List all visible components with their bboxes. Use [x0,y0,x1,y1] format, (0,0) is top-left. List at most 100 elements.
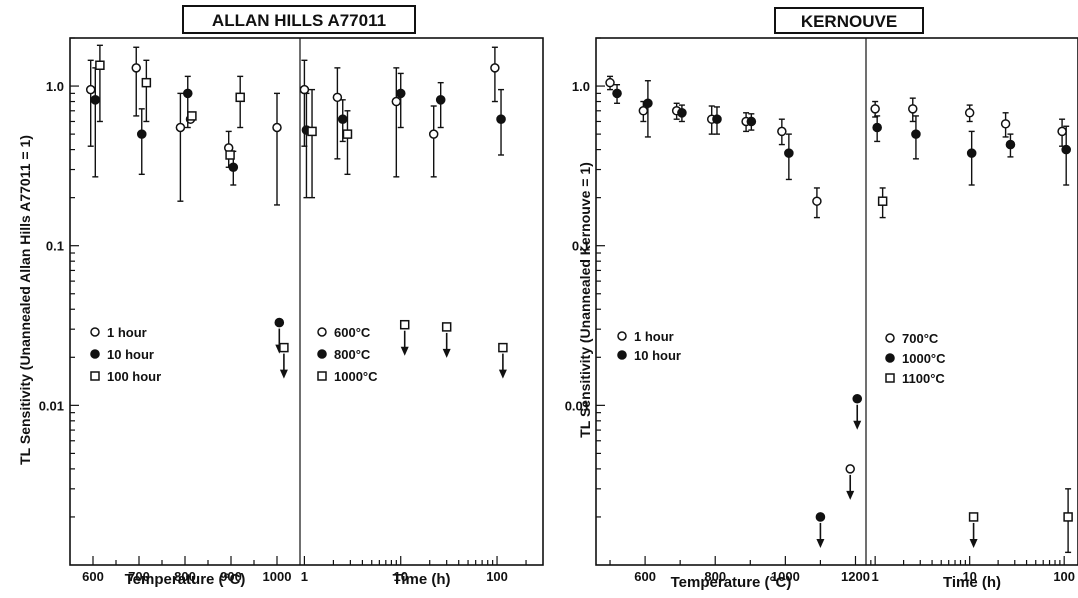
chart-allan-hills-a77011: ALLAN HILLS A77011 TL Sensitivity (Unanne… [17,5,544,588]
legend-label: 10 hour [634,348,681,363]
panel-time-h: 1 10 100 Time (h) 600°C 800°C 1000°C [299,46,527,588]
y-tick-label: 1.0 [572,79,590,94]
series-100-hour [95,44,289,379]
data-point [95,60,105,71]
data-point [968,512,979,522]
chart-title-box [182,5,416,34]
y-axis-label: TL Sensitivity (Unannealed Kernouve = 1) [577,162,593,438]
data-point [1057,126,1067,137]
data-point [870,104,880,114]
legend-marker [617,331,627,341]
series-700-c [870,97,1067,147]
data-point [1061,144,1071,155]
data-point [605,77,615,88]
data-point [1000,119,1011,129]
x-tick-label: 1 [301,569,308,584]
data-point [399,319,410,330]
series-1100-c [877,187,1073,554]
chart-title-box [774,7,924,34]
legend-label: 1000°C [902,351,946,366]
series-800-c [301,72,506,199]
data-point [643,98,653,109]
x-tick-label: 1 [872,569,879,584]
data-point [337,114,348,125]
legend-marker [317,371,327,381]
series-1000-c [872,115,1071,186]
data-point [872,122,882,133]
legend-marker [90,371,100,381]
data-point [612,88,622,99]
legend-label: 1000°C [334,369,378,384]
data-point [136,129,147,139]
data-point [90,95,101,105]
legend-marker [317,327,327,337]
data-point [342,129,353,139]
y-tick-label: 0.01 [39,398,64,413]
x-axis-label: Temperature (°C) [125,571,246,588]
y-tick-label: 0.01 [565,398,590,413]
legend: 600°C 800°C 1000°C [317,325,378,384]
data-point [746,116,757,127]
plot-frame [69,37,544,566]
x-tick-label: 100 [1053,569,1075,584]
data-point [131,63,141,73]
legend-label: 700°C [902,331,939,346]
chart-title: KERNOUVE [801,12,897,31]
legend-label: 1100°C [902,371,945,386]
y-axis-label: TL Sensitivity (Unannealed Allan Hills A… [17,135,33,465]
series-1-hour [85,46,282,206]
data-point [852,393,863,404]
series-600-c [299,46,500,178]
legend-marker [885,353,895,363]
x-tick-label: 10 [393,569,407,584]
data-point [235,92,245,103]
upper-limit-arrowhead [853,420,862,430]
panel-time-h: 1 10 100 Time (h) 700°C 1000°C 1100°C [870,97,1075,591]
series-10-hour [90,67,285,354]
series-1-hour [605,75,855,500]
data-point [1005,139,1016,150]
upper-limit-arrowhead [846,490,855,500]
legend-marker [90,349,100,359]
x-tick-label: 900 [220,569,242,584]
x-tick-label: 100 [486,569,508,584]
legend-label: 800°C [334,347,371,362]
x-tick-label: 10 [962,569,976,584]
data-point [911,129,921,139]
data-point [225,150,235,160]
x-tick-label: 1200 [841,569,870,584]
x-axis-label: Time (h) [392,571,450,588]
data-point [435,95,446,105]
y-tick-label: 0.1 [46,239,64,254]
data-point [332,92,343,103]
upper-limit-arrowhead [400,346,409,356]
upper-limit-arrowhead [969,538,978,548]
x-tick-label: 600 [82,569,104,584]
data-point [812,196,822,206]
data-point [845,464,855,474]
chart-kernouve: KERNOUVE TL Sensitivity (Unannealed Kerno… [565,7,1078,591]
series-10-hour [612,80,863,548]
chart-title: ALLAN HILLS A77011 [212,11,386,30]
data-point [187,111,197,121]
data-point [307,126,317,137]
data-point [815,512,826,522]
legend: 1 hour 10 hour [617,329,681,363]
legend-label: 10 hour [107,347,154,362]
data-point [391,96,402,107]
panel-temperature-c: 600 800 1000 1200 Temperature (°C) 1 hour 10 h… [605,75,870,591]
data-point [85,84,96,95]
x-tick-label: 1000 [771,569,800,584]
data-point [677,107,687,118]
upper-limit-arrowhead [279,369,288,379]
legend-marker [885,373,895,383]
x-tick-label: 600 [634,569,656,584]
panel-temperature-c: 600 700 800 900 1000 Temperature (°C) 1 hour 10… [82,44,291,588]
y-tick-label: 1.0 [46,79,64,94]
data-point [272,122,282,133]
data-point [299,84,310,95]
series-1000-c [307,88,508,379]
legend-label: 1 hour [107,325,147,340]
